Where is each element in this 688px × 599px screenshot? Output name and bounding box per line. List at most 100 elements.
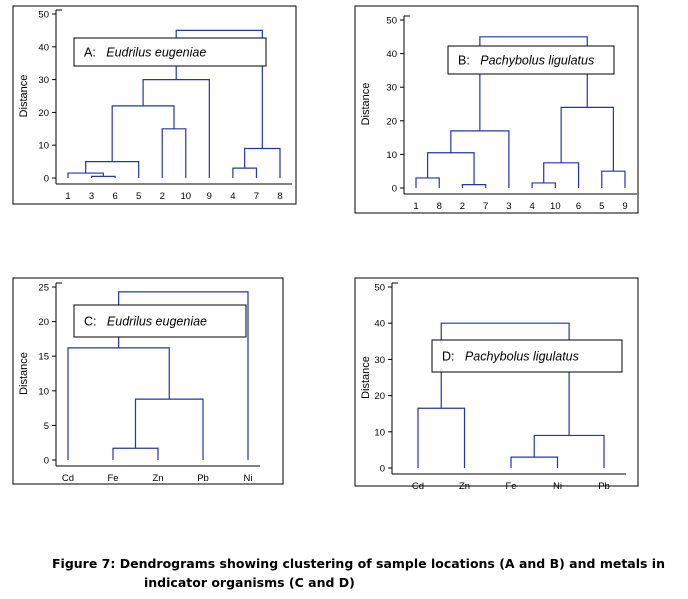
dendrogram-link xyxy=(111,105,175,162)
leaf-label: Pb xyxy=(598,481,610,492)
leaf-label: Cd xyxy=(62,473,74,484)
y-tick-label: 10 xyxy=(374,427,385,438)
dendrogram-link xyxy=(415,177,440,188)
legend-box xyxy=(73,37,267,67)
y-tick-label: 10 xyxy=(386,150,397,161)
leaf-label: Zn xyxy=(152,473,163,484)
y-tick-label: 0 xyxy=(392,184,397,195)
dendrogram-link xyxy=(461,184,487,188)
figure-caption-line-1: Figure 7: Dendrograms showing clustering… xyxy=(52,556,665,571)
legend-prefix: D: xyxy=(442,350,465,364)
legend-species: Eudrilus eugeniae xyxy=(107,315,207,329)
y-tick-label: 40 xyxy=(386,49,397,60)
y-tick-label: 25 xyxy=(38,283,49,294)
leaf-label: Ni xyxy=(244,473,253,484)
y-tick-label: 20 xyxy=(38,317,49,328)
panel-frame xyxy=(354,277,639,487)
dendrogram-link xyxy=(531,182,556,188)
y-tick-label: 15 xyxy=(38,352,49,363)
legend-prefix: C: xyxy=(84,315,107,329)
legend-text: C: Eudrilus eugeniae xyxy=(84,315,207,329)
leaf-label: 8 xyxy=(277,191,282,202)
leaf-label: 3 xyxy=(506,201,511,212)
dendrogram-link xyxy=(85,161,140,178)
leaf-label: 6 xyxy=(576,201,581,212)
y-tick-label: 50 xyxy=(386,16,397,27)
leaf-label: 2 xyxy=(160,191,165,202)
leaf-label: 9 xyxy=(207,191,212,202)
y-tick-label: 20 xyxy=(38,108,49,119)
leaf-label: 10 xyxy=(550,201,561,212)
dendrogram-panel-a: 0 10 20 30 40 50 Distance 1 3 6 5 2 10 9 4 7 8 A: Eudrilu… xyxy=(12,5,297,205)
leaf-label: 4 xyxy=(529,201,534,212)
legend-box xyxy=(447,45,615,75)
legend-text: A: Eudrilus eugeniae xyxy=(84,46,206,60)
dendrogram-link xyxy=(543,162,580,188)
panel-frame xyxy=(354,5,639,214)
figure-caption-line-2: indicator organisms (C and D) xyxy=(144,575,355,590)
y-axis-label: Distance xyxy=(360,83,372,126)
leaf-label: Cd xyxy=(412,481,424,492)
legend-prefix: B: xyxy=(458,54,480,68)
leaf-label: Ni xyxy=(553,481,562,492)
dendrogram-link xyxy=(161,128,187,178)
figure-caption: Figure 7: Dendrograms showing clustering… xyxy=(52,554,672,592)
legend-box xyxy=(73,304,247,338)
dendrogram-link xyxy=(427,152,475,185)
y-tick-label: 10 xyxy=(38,141,49,152)
dendrogram-link xyxy=(67,172,104,178)
y-tick-label: 0 xyxy=(44,456,49,467)
dendrogram-link xyxy=(601,170,626,188)
y-tick-label: 40 xyxy=(38,42,49,53)
y-axis-label: Distance xyxy=(360,356,372,399)
dendrogram-link xyxy=(134,398,204,460)
legend-species: Pachybolus ligulatus xyxy=(480,54,594,68)
leaf-label: 3 xyxy=(89,191,94,202)
legend-text: B: Pachybolus ligulatus xyxy=(458,54,594,68)
leaf-label: 2 xyxy=(460,201,465,212)
leaf-label: 5 xyxy=(599,201,604,212)
legend-prefix: A: xyxy=(84,46,106,60)
leaf-label: 7 xyxy=(483,201,488,212)
dendrogram-link xyxy=(560,106,614,172)
leaf-label: 4 xyxy=(230,191,235,202)
legend-species: Eudrilus eugeniae xyxy=(106,46,206,60)
leaf-label: Fe xyxy=(505,481,516,492)
dendrogram-link xyxy=(90,175,116,178)
leaf-label: 10 xyxy=(180,191,191,202)
leaf-label: 9 xyxy=(622,201,627,212)
dendrogram-link xyxy=(232,167,258,178)
dendrogram-link xyxy=(244,147,281,178)
y-axis-label: Distance xyxy=(18,352,30,395)
y-axis-label: Distance xyxy=(18,75,30,118)
dendrogram-panel-d: 0 10 20 30 40 50 Distance Cd Zn Fe Ni Pb D: Pachybol… xyxy=(354,277,639,492)
dendrogram-panel-c: 0 5 10 15 20 25 Distance Cd Fe Zn Pb Ni C: Eudrilus … xyxy=(12,277,284,485)
dendrogram-link xyxy=(112,447,159,460)
y-tick-label: 50 xyxy=(374,283,385,294)
y-tick-label: 0 xyxy=(380,464,385,475)
leaf-label: 1 xyxy=(413,201,418,212)
dendrogram-link xyxy=(67,347,170,460)
dendrogram-panel-b: 0 10 20 30 40 50 Distance 1 8 2 7 3 4 10 6 5 9 B: Pachybo… xyxy=(354,5,639,214)
leaf-label: Zn xyxy=(459,481,470,492)
leaf-label: Fe xyxy=(107,473,118,484)
panel-frame xyxy=(12,5,297,205)
y-tick-label: 30 xyxy=(38,75,49,86)
y-tick-label: 10 xyxy=(38,386,49,397)
leaf-label: 7 xyxy=(254,191,259,202)
legend-text: D: Pachybolus ligulatus xyxy=(442,350,579,364)
y-tick-label: 30 xyxy=(386,83,397,94)
y-tick-label: 30 xyxy=(374,355,385,366)
legend-species: Pachybolus ligulatus xyxy=(465,350,579,364)
dendrogram-link xyxy=(533,434,605,468)
leaf-label: Pb xyxy=(197,473,209,484)
y-tick-label: 0 xyxy=(44,174,49,185)
leaf-label: 5 xyxy=(136,191,141,202)
y-tick-label: 20 xyxy=(386,116,397,127)
leaf-label: 6 xyxy=(112,191,117,202)
y-tick-label: 50 xyxy=(38,10,49,21)
y-tick-label: 20 xyxy=(374,391,385,402)
legend-box xyxy=(431,339,623,373)
dendrogram-link xyxy=(450,130,510,188)
